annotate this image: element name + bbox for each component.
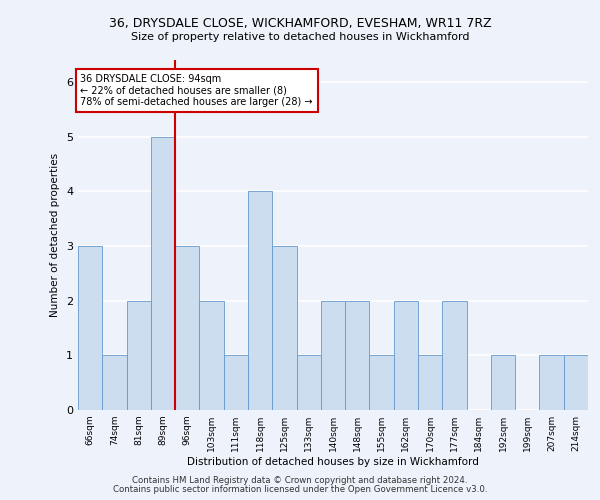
Bar [418,356,442,410]
Bar [345,300,370,410]
Bar [394,300,418,410]
Text: Contains HM Land Registry data © Crown copyright and database right 2024.: Contains HM Land Registry data © Crown c… [132,476,468,485]
Bar [442,300,467,410]
Bar [224,356,248,410]
Text: Size of property relative to detached houses in Wickhamford: Size of property relative to detached ho… [131,32,469,42]
Text: 36 DRYSDALE CLOSE: 94sqm
← 22% of detached houses are smaller (8)
78% of semi-de: 36 DRYSDALE CLOSE: 94sqm ← 22% of detach… [80,74,313,107]
Bar [151,136,175,410]
Bar [127,300,151,410]
Bar [321,300,345,410]
Bar [248,191,272,410]
Y-axis label: Number of detached properties: Number of detached properties [50,153,61,317]
X-axis label: Distribution of detached houses by size in Wickhamford: Distribution of detached houses by size … [187,457,479,467]
Bar [539,356,564,410]
Bar [78,246,102,410]
Bar [564,356,588,410]
Bar [491,356,515,410]
Bar [370,356,394,410]
Bar [272,246,296,410]
Bar [175,246,199,410]
Text: 36, DRYSDALE CLOSE, WICKHAMFORD, EVESHAM, WR11 7RZ: 36, DRYSDALE CLOSE, WICKHAMFORD, EVESHAM… [109,18,491,30]
Text: Contains public sector information licensed under the Open Government Licence v3: Contains public sector information licen… [113,485,487,494]
Bar [296,356,321,410]
Bar [199,300,224,410]
Bar [102,356,127,410]
